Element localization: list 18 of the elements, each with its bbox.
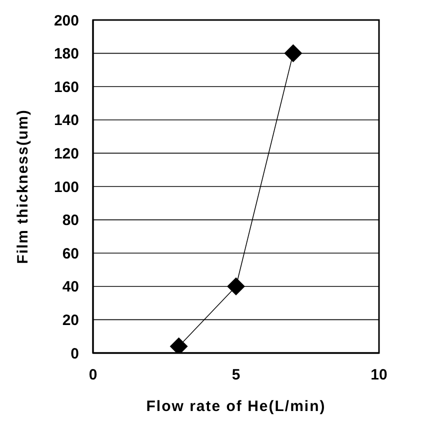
y-tick-label: 60: [62, 245, 79, 262]
point: [284, 44, 302, 62]
y-tick-label: 180: [54, 46, 79, 63]
x-tick-label: 5: [232, 366, 240, 384]
y-axis-title: Film thickness(um): [14, 109, 32, 264]
y-tick-label: 120: [54, 146, 79, 163]
y-tick-label: 100: [54, 178, 79, 196]
y-tick-label: 0: [70, 345, 79, 362]
x-tick-label: 10: [370, 366, 388, 384]
x-axis-title: Flow rate of He(L/min): [146, 398, 326, 415]
y-tick-label: 80: [62, 212, 79, 230]
y-tick-label: 160: [54, 78, 79, 96]
point: [227, 277, 245, 296]
y-tick-label: 40: [62, 278, 79, 296]
y-tick-label: 200: [54, 12, 79, 30]
y-tick-label: 140: [54, 112, 79, 130]
x-tick-label: 0: [88, 366, 98, 384]
y-tick-label: 20: [62, 312, 79, 330]
